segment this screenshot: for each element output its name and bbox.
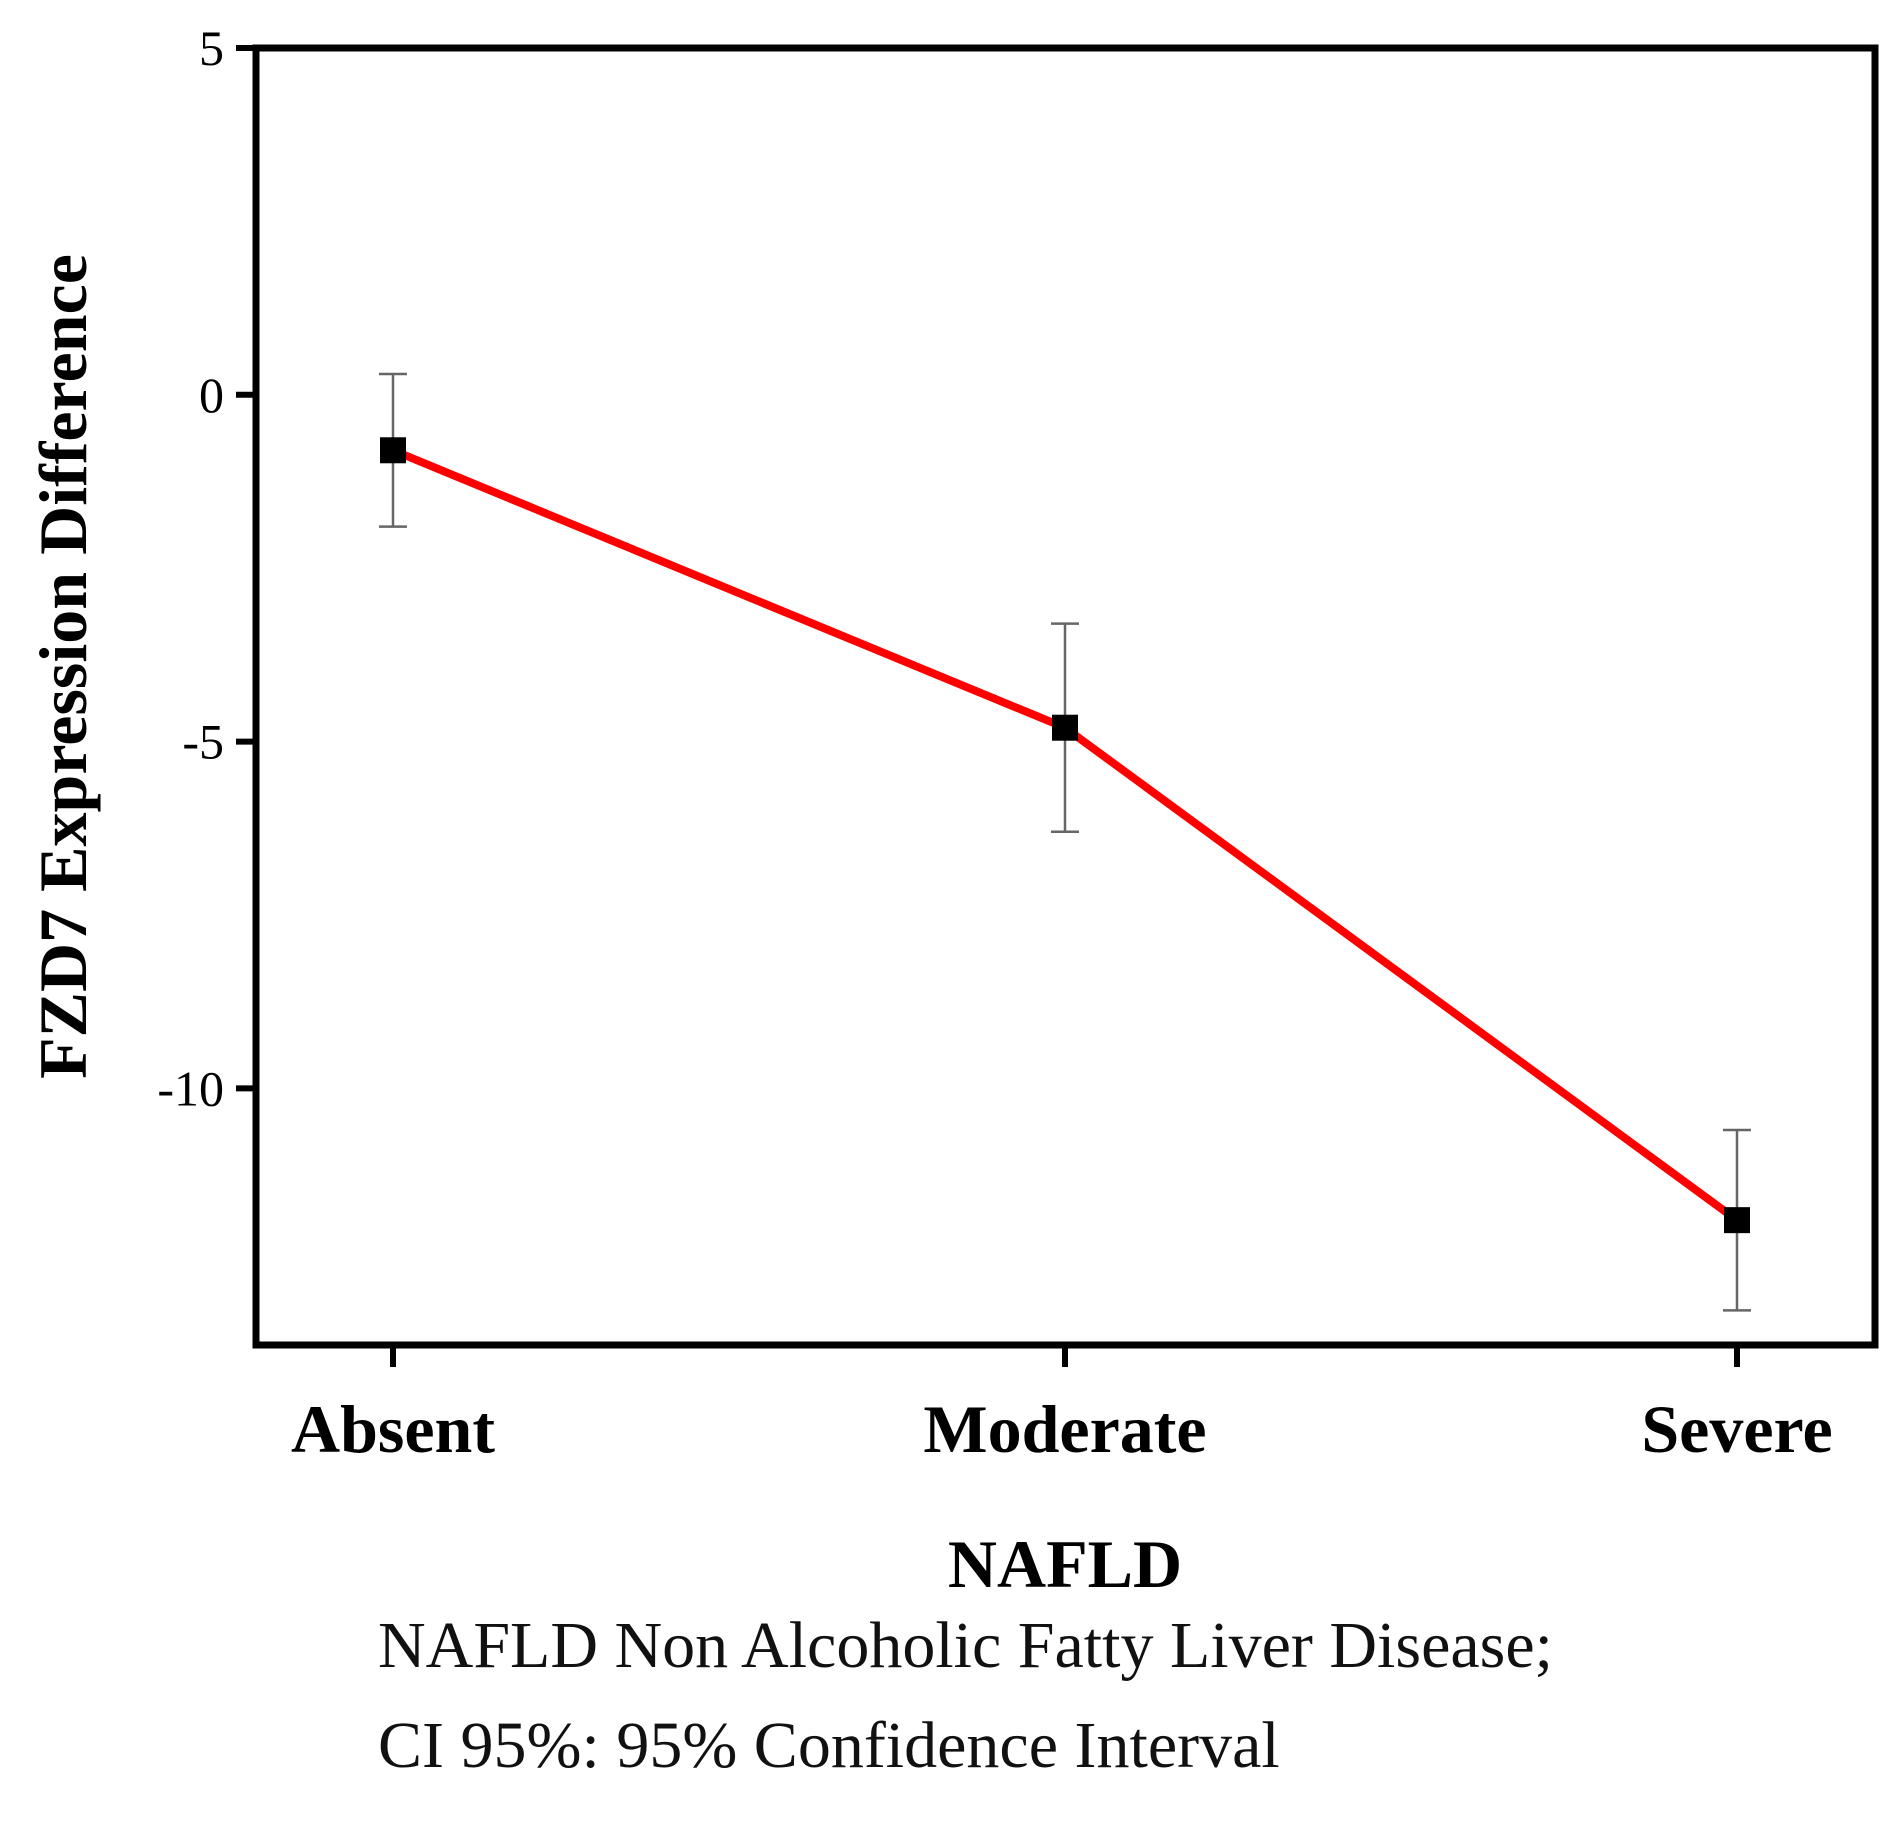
error-bars xyxy=(379,372,1751,1312)
x-axis-title: NAFLD xyxy=(948,1526,1182,1602)
data-point xyxy=(380,437,406,464)
data-markers xyxy=(380,437,1750,1234)
x-tick-label: Moderate xyxy=(923,1391,1206,1467)
y-tick-label: 0 xyxy=(199,367,224,423)
y-tick-label: -5 xyxy=(182,714,224,770)
y-axis: 5 0 -5 -10 xyxy=(157,20,256,1116)
y-tick-label: 5 xyxy=(199,20,224,76)
series-line xyxy=(391,446,1740,1224)
data-point xyxy=(1724,1207,1750,1234)
x-axis: Absent Moderate Severe xyxy=(291,1345,1833,1467)
footnote-line-1: NAFLD Non Alcoholic Fatty Liver Disease; xyxy=(378,1609,1553,1682)
y-tick-label: -10 xyxy=(157,1060,224,1116)
x-tick-label: Absent xyxy=(291,1391,495,1467)
y-axis-title: FZD7 Expression Difference xyxy=(25,254,101,1079)
data-point xyxy=(1052,714,1078,741)
footnote-line-2: CI 95%: 95% Confidence Interval xyxy=(378,1709,1280,1782)
x-tick-label: Severe xyxy=(1641,1391,1832,1467)
